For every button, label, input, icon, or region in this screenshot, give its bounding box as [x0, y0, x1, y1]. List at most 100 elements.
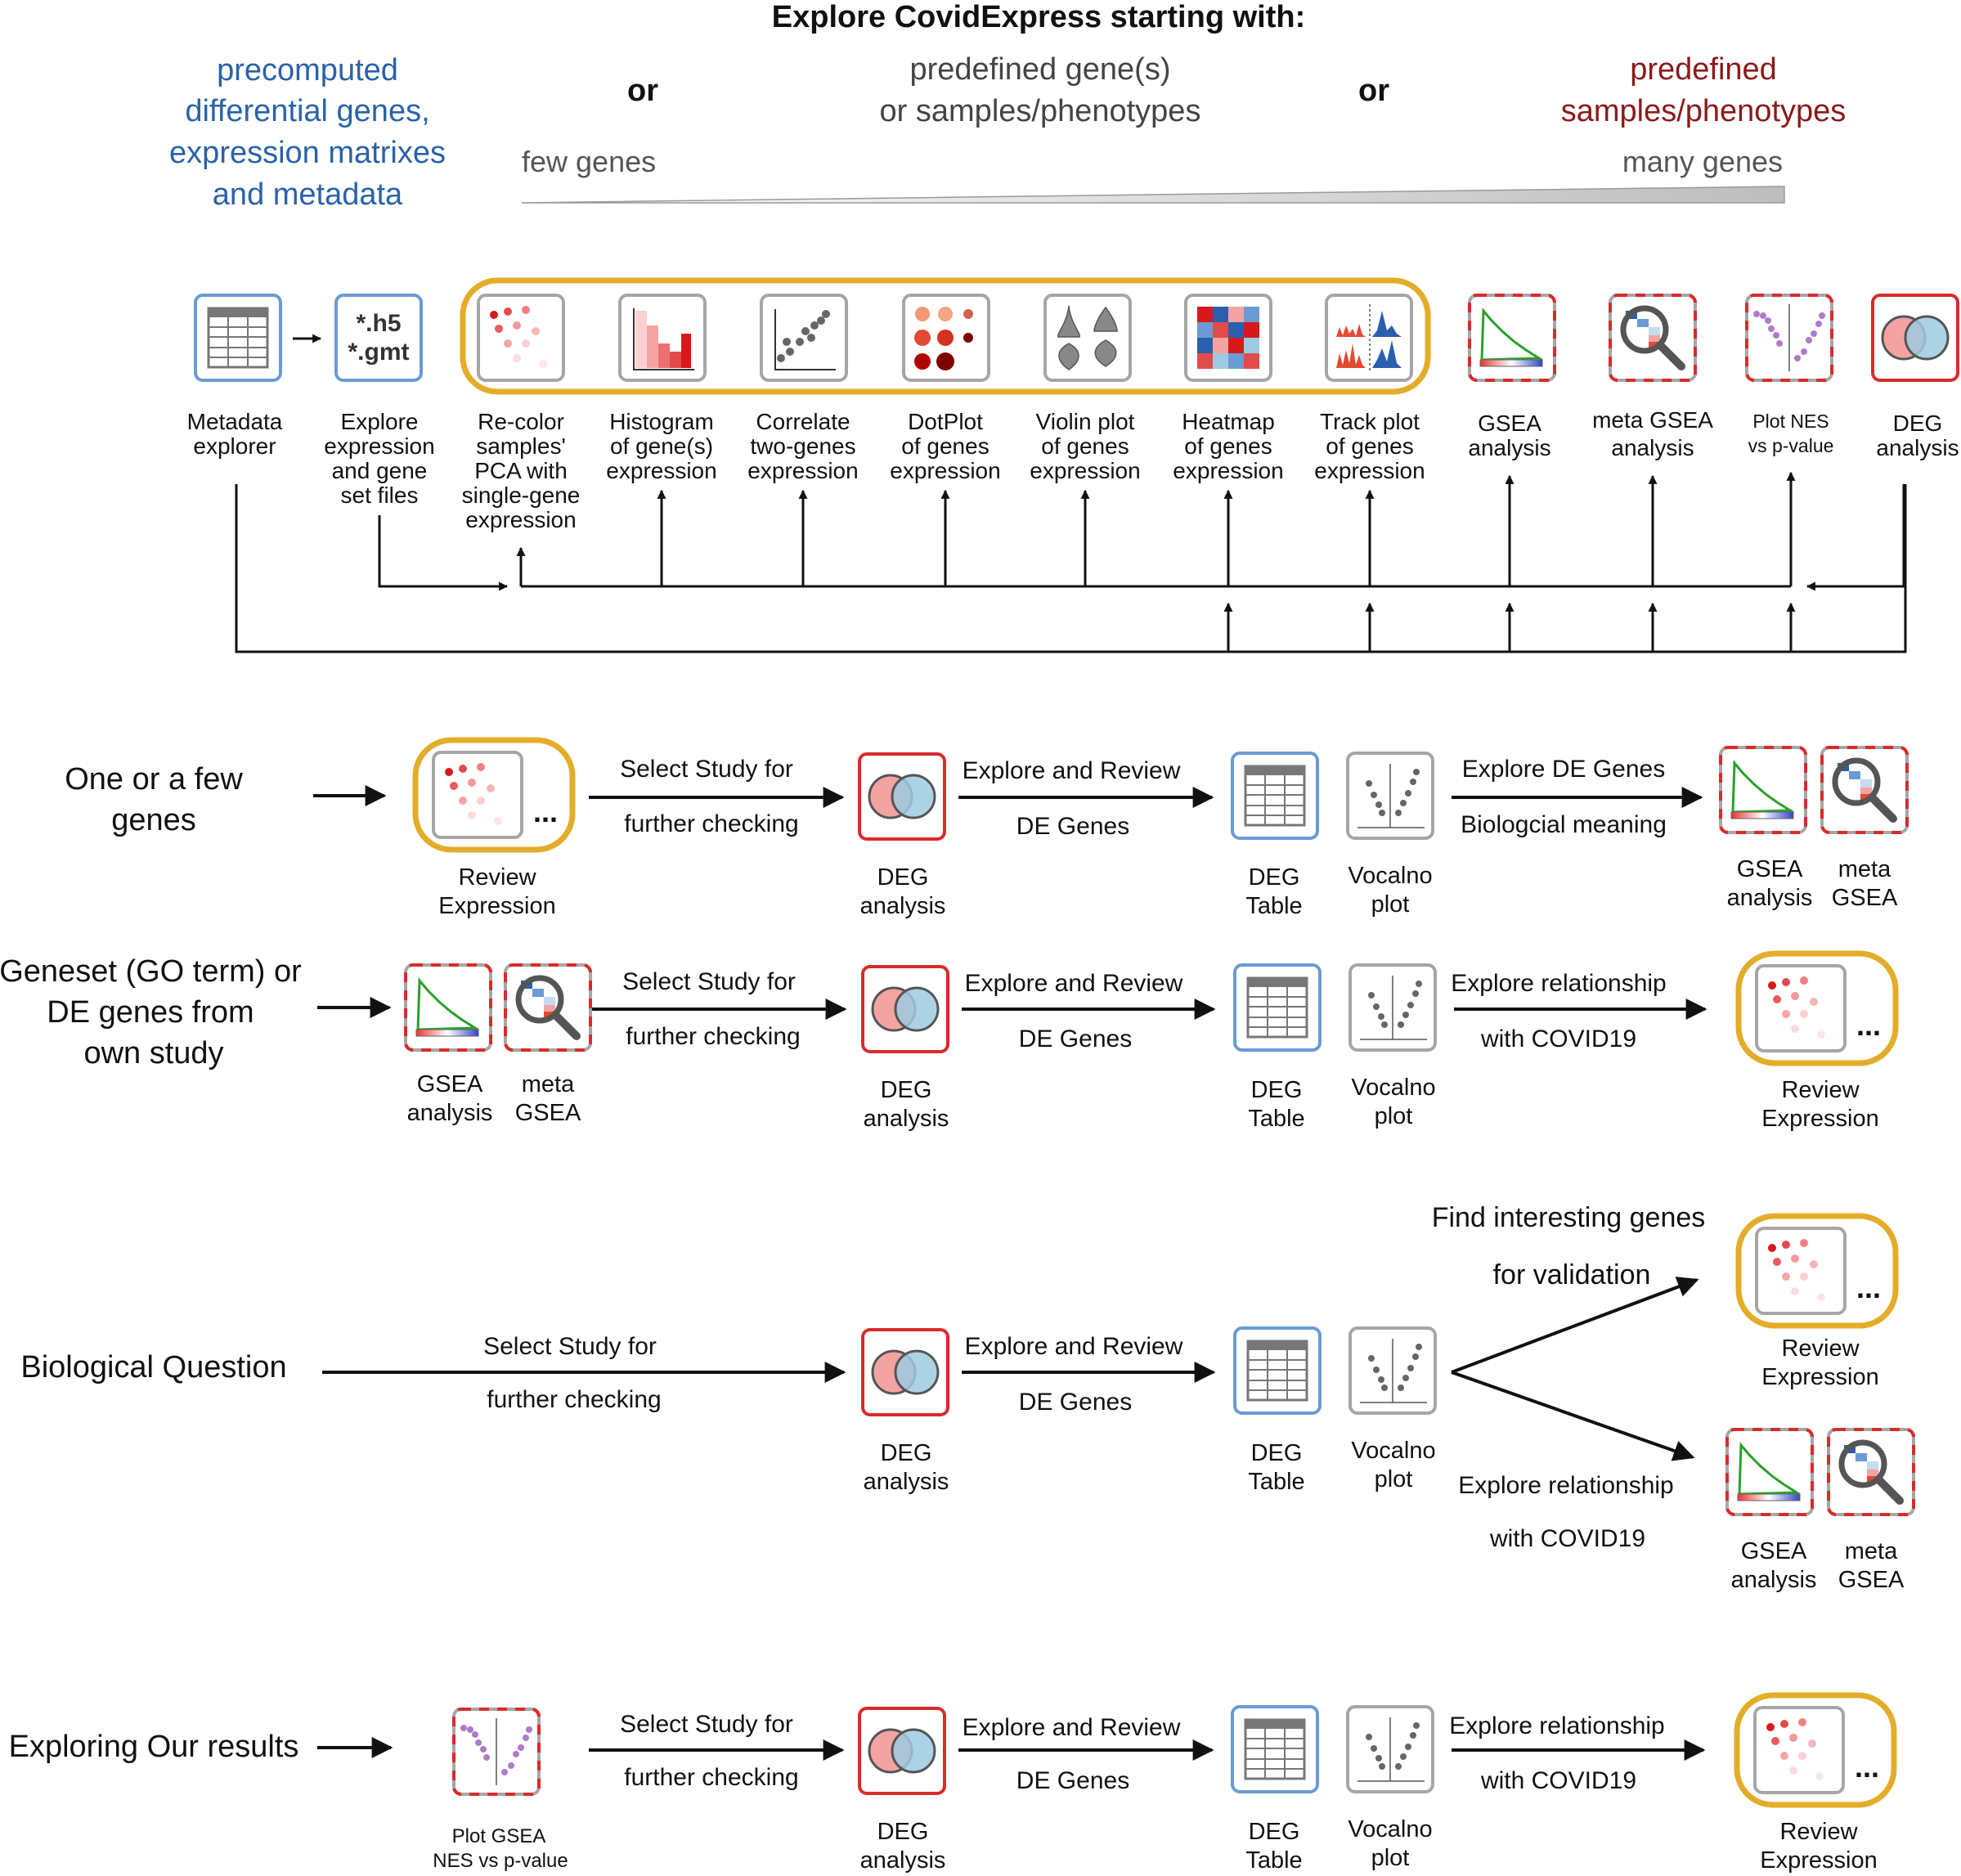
tool-meta-gsea[interactable] [1609, 294, 1697, 382]
node-label: DEG [1249, 864, 1300, 891]
arrow-label: for validation [1493, 1259, 1651, 1290]
deg-node[interactable] [858, 1707, 946, 1795]
arrow-label: Explore relationship [1449, 1712, 1664, 1739]
arrow-label: further checking [626, 1023, 800, 1050]
table-icon [1246, 976, 1308, 1039]
tool-label: of genes [901, 433, 989, 459]
tool-label: and gene [332, 458, 428, 483]
node-label: NES vs p-value [433, 1850, 568, 1872]
volcano-node[interactable] [1346, 752, 1434, 840]
tool-label: Correlate [756, 409, 850, 434]
node-label: DEG [1251, 1077, 1303, 1103]
deg-node[interactable] [858, 752, 946, 841]
arrow-label: Select Study for [622, 968, 796, 995]
track-icon [1336, 304, 1402, 371]
tool-correlate[interactable] [760, 294, 848, 382]
header: Explore CovidExpress starting with: prec… [169, 0, 1846, 212]
tool-label: DEG [1893, 411, 1943, 436]
tool-label: of gene(s) [610, 433, 713, 459]
meta-gsea-node[interactable] [504, 963, 592, 1052]
tool-label: vs p-value [1748, 435, 1834, 456]
venn-icon [871, 1349, 940, 1395]
header-or-right: or [1358, 74, 1389, 108]
tool-deg[interactable] [1871, 294, 1959, 382]
deg-table-node[interactable] [1231, 752, 1319, 840]
header-left-line: expression matrixes [169, 136, 446, 170]
tool-explore-files[interactable]: *.h5 *.gmt [334, 294, 423, 382]
review-expression-node[interactable]: ... [1735, 1213, 1899, 1329]
gsea-node[interactable] [1725, 1428, 1814, 1516]
tool-histogram[interactable] [618, 294, 707, 382]
tool-recolor-pca[interactable] [477, 294, 565, 382]
venn-icon [868, 774, 936, 819]
deg-node[interactable] [861, 1328, 949, 1416]
tool-dotplot[interactable] [902, 294, 990, 382]
tool-label: Violin plot [1036, 409, 1135, 434]
plot-nes-node[interactable] [452, 1708, 541, 1796]
gene-count-scale [521, 186, 1785, 204]
file-icon: *.h5 *.gmt [348, 310, 410, 366]
gsea-icon [1479, 307, 1544, 367]
node-label: plot [1375, 1103, 1413, 1129]
tool-gsea[interactable] [1468, 294, 1556, 382]
node-label: GSEA [1737, 856, 1803, 882]
tool-connectors [235, 471, 1907, 653]
node-label: plot [1371, 1845, 1410, 1871]
tool-label: expression [747, 458, 858, 483]
deg-table-node[interactable] [1231, 1705, 1319, 1793]
header-title: Explore CovidExpress starting with: [772, 0, 1305, 34]
tool-track[interactable] [1325, 294, 1413, 382]
volcano-node[interactable] [1348, 963, 1437, 1052]
node-label: GSEA [515, 1100, 581, 1126]
tool-label: expression [606, 458, 716, 483]
workflow-one-or-few-genes: One or a few genes ... Review Expression… [65, 737, 1909, 919]
gsea-node[interactable] [1719, 746, 1807, 834]
volcano-node[interactable] [1346, 1705, 1434, 1793]
pca-icon [1768, 1239, 1825, 1301]
tool-metadata-explorer[interactable] [194, 294, 282, 382]
file-ext-h5: *.h5 [356, 310, 401, 337]
node-label: analysis [1727, 885, 1813, 911]
workflow-exploring-results: Exploring Our results Plot GSEA NES vs p… [9, 1692, 1897, 1874]
meta-gsea-node[interactable] [1827, 1428, 1915, 1516]
node-label: Table [1248, 1106, 1304, 1132]
deg-node[interactable] [861, 965, 949, 1053]
review-expression-node[interactable]: ... [412, 737, 576, 853]
tool-label: of genes [1041, 433, 1129, 459]
arrow-label: Explore relationship [1451, 970, 1666, 997]
tool-label: of genes [1184, 433, 1272, 459]
tool-label: Metadata [187, 409, 283, 434]
nes-plot-icon [1753, 304, 1825, 371]
node-label: GSEA [417, 1071, 483, 1097]
tool-label: two-genes [750, 433, 855, 459]
node-label: DEG [877, 864, 929, 891]
deg-table-node[interactable] [1233, 1326, 1322, 1415]
deg-table-node[interactable] [1233, 963, 1322, 1052]
tool-violin[interactable] [1043, 294, 1132, 382]
header-left-line: differential genes, [185, 94, 429, 128]
node-label: DEG [1251, 1440, 1303, 1466]
header-or-left: or [627, 74, 658, 108]
meta-gsea-node[interactable] [1820, 746, 1909, 834]
arrow-label: with COVID19 [1480, 1767, 1636, 1794]
gsea-node[interactable] [404, 963, 492, 1052]
review-expression-node[interactable]: ... [1734, 1692, 1897, 1808]
tool-label: expression [1314, 458, 1425, 483]
header-right-line: samples/phenotypes [1561, 94, 1847, 128]
violin-icon [1057, 305, 1118, 370]
venn-icon [1881, 315, 1950, 361]
tool-label: Heatmap [1182, 409, 1275, 434]
node-label: plot [1371, 891, 1410, 918]
arrow-label: further checking [624, 810, 798, 837]
node-label: analysis [864, 1469, 949, 1495]
tool-row: *.h5 *.gmt [187, 277, 1959, 653]
workflow-start-label: own study [83, 1036, 223, 1070]
tool-plot-nes[interactable] [1745, 294, 1833, 382]
node-label: Vocalno [1351, 1438, 1435, 1464]
many-genes-label: many genes [1622, 145, 1783, 178]
volcano-node[interactable] [1348, 1326, 1437, 1415]
venn-icon [868, 1728, 936, 1774]
review-expression-node[interactable]: ... [1735, 950, 1899, 1066]
tool-heatmap[interactable] [1184, 294, 1272, 382]
arrow-label: Explore and Review [963, 1714, 1181, 1741]
